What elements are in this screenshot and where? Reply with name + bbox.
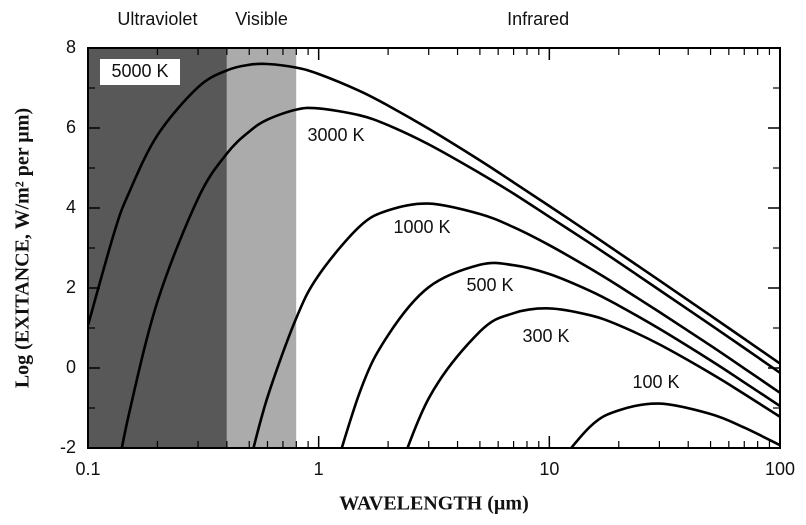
series-label: 3000 K xyxy=(307,125,364,145)
region xyxy=(296,48,780,448)
curve xyxy=(252,202,780,448)
series-label: 500 K xyxy=(466,275,513,295)
y-tick-label: 6 xyxy=(66,117,76,137)
curve xyxy=(406,307,780,448)
series-label: 5000 K xyxy=(111,61,168,81)
curve xyxy=(88,62,780,365)
y-tick-label: -2 xyxy=(60,437,76,457)
plot-area xyxy=(88,62,780,448)
y-axis-label: Log (EXITANCE, W/m² per µm) xyxy=(12,108,34,388)
y-tick-label: 4 xyxy=(66,197,76,217)
region-label: Ultraviolet xyxy=(117,9,197,29)
curve xyxy=(120,106,780,448)
y-tick-label: 0 xyxy=(66,357,76,377)
x-tick-label: 1 xyxy=(314,459,324,479)
label-background xyxy=(100,59,180,85)
region xyxy=(226,48,297,448)
x-axis-label: WAVELENGTH (µm) xyxy=(339,493,529,515)
y-tick-label: 2 xyxy=(66,277,76,297)
x-tick-label: 100 xyxy=(765,459,795,479)
region-label: Infrared xyxy=(507,9,569,29)
curve xyxy=(569,402,780,448)
series-label: 1000 K xyxy=(393,217,450,237)
curve xyxy=(340,261,780,448)
y-tick-label: 8 xyxy=(66,37,76,57)
x-tick-label: 0.1 xyxy=(75,459,100,479)
x-tick-label: 10 xyxy=(539,459,559,479)
region-label: Visible xyxy=(235,9,288,29)
series-label: 100 K xyxy=(632,372,679,392)
region xyxy=(88,48,227,448)
series-label: 300 K xyxy=(522,326,569,346)
